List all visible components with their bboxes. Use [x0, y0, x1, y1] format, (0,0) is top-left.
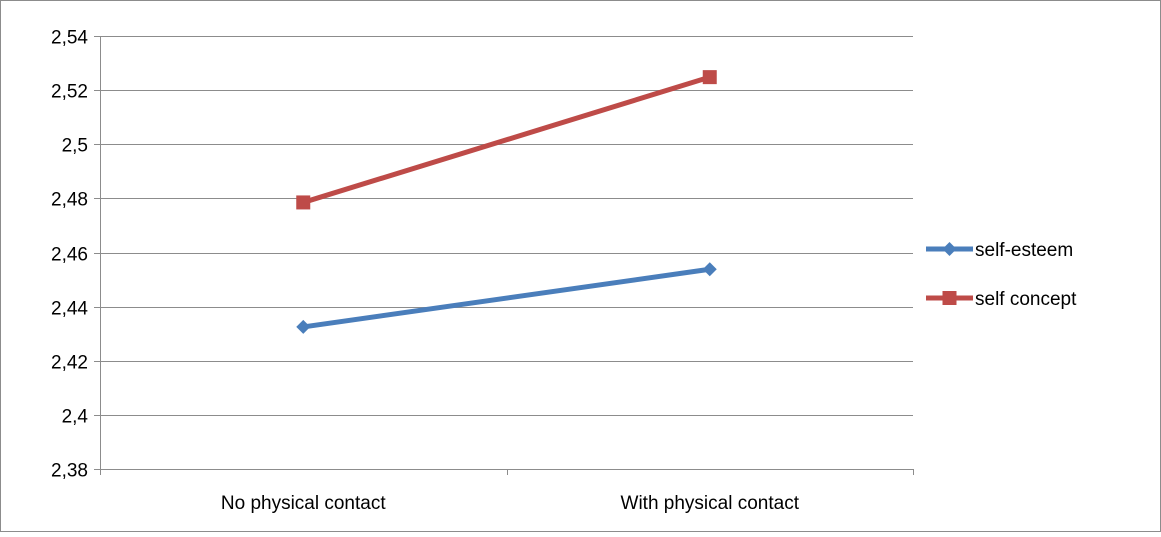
y-tick-label: 2,38: [51, 461, 88, 482]
series-layer: [296, 70, 717, 334]
y-tick-label: 2,42: [51, 353, 88, 374]
y-tick-label: 2,48: [51, 190, 88, 211]
legend-label: self-esteem: [975, 240, 1073, 261]
axes: 2,38 2,4 2,42 2,44 2,46 2,48 2,5 2,52 2,54 No phy…: [51, 28, 914, 514]
gridlines: [100, 36, 913, 416]
legend-label: self concept: [975, 289, 1077, 310]
y-tick-label: 2,54: [51, 28, 88, 49]
y-tick-label: 2,4: [62, 407, 89, 428]
y-tick-label: 2,5: [62, 136, 88, 157]
series-line-self-concept: [300, 74, 713, 205]
legend-marker: [942, 242, 957, 256]
y-tick-label: 2,44: [51, 299, 88, 320]
y-tick-label: 2,46: [51, 245, 88, 266]
legend-marker: [942, 291, 957, 305]
x-tick-label: With physical contact: [621, 493, 800, 514]
y-tick-label: 2,52: [51, 82, 88, 103]
data-point: [296, 319, 311, 334]
series-line-self-esteem: [300, 266, 713, 330]
x-tick-label: No physical contact: [221, 493, 386, 514]
legend: self-esteem self concept: [926, 240, 1077, 310]
data-point: [296, 195, 311, 210]
data-point: [702, 262, 717, 277]
data-point: [702, 70, 717, 85]
